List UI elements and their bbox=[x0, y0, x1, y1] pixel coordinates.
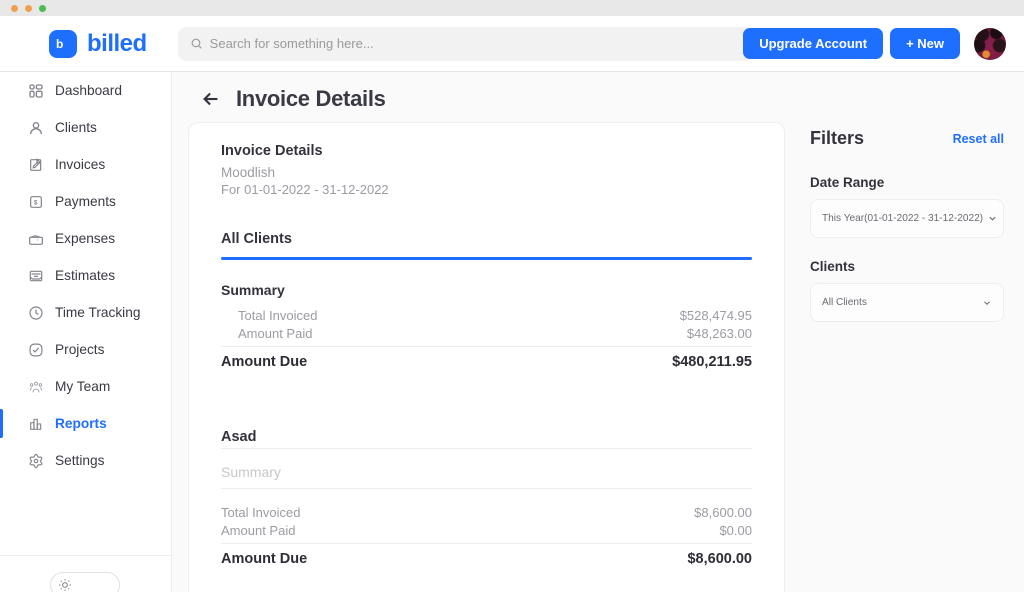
svg-text:b: b bbox=[56, 37, 63, 51]
svg-text:$: $ bbox=[34, 200, 38, 206]
